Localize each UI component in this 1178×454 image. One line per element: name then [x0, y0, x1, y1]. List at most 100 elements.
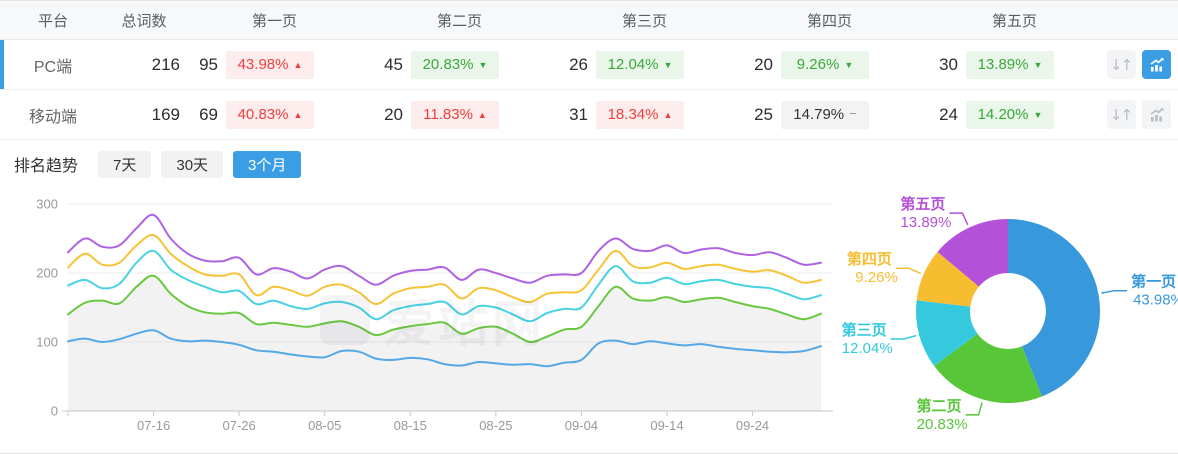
- tab-7days[interactable]: 7天: [98, 150, 152, 178]
- trend-arrow-icon: ▼: [844, 59, 854, 70]
- page-change-chip: 9.26% ▼: [781, 50, 869, 79]
- donut-label-leader: [965, 402, 983, 416]
- donut-slice-1[interactable]: [1008, 219, 1101, 397]
- page-count: 69: [199, 104, 218, 124]
- row-actions: ↓↑: [1107, 100, 1178, 129]
- platform-label: 移动端: [28, 108, 77, 126]
- page5-cell: 24 14.20% ▼: [922, 100, 1107, 129]
- col-page2: 第二页: [436, 12, 482, 30]
- chart-icon: [1150, 57, 1164, 71]
- page-change-chip: 12.04% ▼: [596, 50, 684, 79]
- line-series-第一页: [67, 329, 822, 368]
- tab-3months[interactable]: 3个月: [233, 150, 302, 178]
- trend-section-header: 排名趋势 7天 30天 3个月: [0, 148, 311, 180]
- donut-label-pct: 9.26%: [855, 269, 898, 286]
- svg-text:200: 200: [36, 266, 58, 281]
- sort-arrows-icon: ↓↑: [1109, 55, 1133, 74]
- table-row-mobile[interactable]: 移动端 169 69 40.83% ▲ 20 11.83% ▲ 31 18.34% ▲…: [0, 90, 1178, 140]
- donut-label-name: 第二页: [917, 397, 962, 415]
- page-change-chip: 14.79% −: [781, 100, 869, 129]
- svg-text:07-16: 07-16: [137, 418, 170, 433]
- sort-button[interactable]: ↓↑: [1107, 100, 1136, 129]
- svg-text:08-25: 08-25: [479, 418, 512, 433]
- page-count: 26: [569, 54, 588, 74]
- page-count: 24: [939, 104, 958, 124]
- table-header: 平台 总词数 第一页 第二页 第三页 第四页 第五页: [0, 1, 1178, 40]
- trend-chart-button[interactable]: [1142, 100, 1171, 129]
- page-count: 45: [384, 54, 403, 74]
- donut-label-name: 第五页: [900, 195, 945, 213]
- trend-arrow-icon: ▲: [293, 59, 303, 70]
- trend-arrow-icon: −: [849, 106, 857, 121]
- svg-text:100: 100: [36, 335, 58, 350]
- rank-table: 平台 总词数 第一页 第二页 第三页 第四页 第五页 PC端 216 95 43…: [0, 1, 1178, 140]
- col-page3: 第三页: [621, 12, 667, 30]
- donut-label-leader: [1101, 289, 1128, 294]
- page-count: 20: [384, 104, 403, 124]
- page3-cell: 26 12.04% ▼: [552, 50, 737, 79]
- page-count: 25: [754, 104, 773, 124]
- trend-title: 排名趋势: [14, 158, 79, 175]
- page1-cell: 95 43.98% ▲: [182, 50, 367, 79]
- line-series-第五页(累计): [67, 213, 822, 286]
- donut-label-name: 第三页: [842, 321, 887, 339]
- page-change-chip: 18.34% ▲: [596, 100, 684, 129]
- donut-label-leader: [895, 267, 922, 275]
- donut-label-leader: [890, 334, 917, 340]
- total-words: 169: [151, 104, 180, 124]
- svg-text:300: 300: [36, 197, 58, 212]
- total-words: 216: [151, 54, 180, 74]
- page5-cell: 30 13.89% ▼: [922, 50, 1107, 79]
- page-change-chip: 11.83% ▲: [411, 100, 499, 129]
- donut-slice-4[interactable]: [916, 251, 979, 307]
- col-total: 总词数: [121, 12, 167, 30]
- col-platform: 平台: [37, 12, 68, 30]
- page-change-chip: 20.83% ▼: [411, 50, 499, 79]
- line-series-第三页(累计): [67, 249, 822, 323]
- page-count: 95: [199, 54, 218, 74]
- page-change-chip: 40.83% ▲: [226, 100, 314, 129]
- page-count: 31: [569, 104, 588, 124]
- donut-label-name: 第一页: [1131, 273, 1176, 291]
- page-change-chip: 14.20% ▼: [966, 100, 1054, 129]
- svg-text:08-15: 08-15: [394, 418, 427, 433]
- donut-label-leader: [949, 212, 969, 226]
- trend-arrow-icon: ▼: [1033, 109, 1043, 120]
- page3-cell: 31 18.34% ▲: [552, 100, 737, 129]
- table-row-pc[interactable]: PC端 216 95 43.98% ▲ 45 20.83% ▼ 26 12.04% ▼…: [0, 40, 1178, 90]
- tab-30days[interactable]: 30天: [161, 150, 224, 178]
- trend-arrow-icon: ▼: [478, 59, 488, 70]
- svg-text:08-05: 08-05: [308, 418, 341, 433]
- sort-button[interactable]: ↓↑: [1107, 50, 1136, 79]
- col-page4: 第四页: [806, 12, 852, 30]
- donut-slice-5[interactable]: [937, 219, 1009, 287]
- trend-arrow-icon: ▲: [293, 109, 303, 120]
- trend-arrow-icon: ▲: [477, 109, 487, 120]
- trend-arrow-icon: ▼: [1033, 59, 1043, 70]
- donut-label-pct: 12.04%: [842, 340, 893, 357]
- donut-slice-2[interactable]: [934, 333, 1042, 404]
- svg-text:09-14: 09-14: [650, 418, 683, 433]
- trend-arrow-icon: ▲: [663, 109, 673, 120]
- svg-text:0: 0: [51, 404, 58, 419]
- page-count: 20: [754, 54, 773, 74]
- trend-line-chart[interactable]: 0 100 200 300 07-16 07-26 08-05 08-15 08-25 09-04…: [0, 191, 840, 454]
- page2-cell: 45 20.83% ▼: [367, 50, 552, 79]
- donut-slice-3[interactable]: [915, 300, 978, 366]
- row-actions: ↓↑: [1107, 50, 1178, 79]
- page-count: 30: [939, 54, 958, 74]
- donut-label-name: 第四页: [847, 250, 892, 268]
- page1-cell: 69 40.83% ▲: [182, 100, 367, 129]
- line-series-第四页(累计): [67, 233, 822, 306]
- chart-icon: [1150, 107, 1164, 121]
- page2-cell: 20 11.83% ▲: [367, 100, 552, 129]
- page4-cell: 20 9.26% ▼: [737, 50, 922, 79]
- trend-chart-button[interactable]: [1142, 50, 1171, 79]
- donut-label-pct: 20.83%: [917, 416, 968, 433]
- page-change-chip: 13.89% ▼: [966, 50, 1054, 79]
- col-page1: 第一页: [251, 12, 297, 30]
- svg-text:09-04: 09-04: [565, 418, 598, 433]
- page-change-chip: 43.98% ▲: [226, 50, 314, 79]
